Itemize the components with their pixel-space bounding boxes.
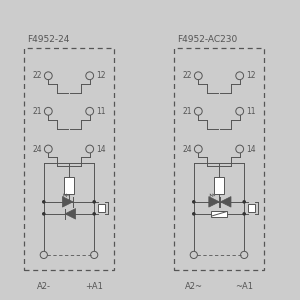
- Polygon shape: [220, 196, 231, 207]
- Circle shape: [86, 72, 94, 80]
- Bar: [24, 48, 114, 270]
- Circle shape: [194, 72, 202, 80]
- Circle shape: [92, 200, 96, 204]
- Text: F4952-24: F4952-24: [27, 34, 69, 43]
- Circle shape: [42, 200, 46, 204]
- Circle shape: [242, 200, 246, 204]
- Circle shape: [91, 251, 98, 259]
- Text: A2-: A2-: [37, 282, 51, 291]
- Text: 12: 12: [246, 71, 256, 80]
- Text: 14: 14: [246, 145, 256, 154]
- Text: F4952-AC230: F4952-AC230: [177, 34, 237, 43]
- Circle shape: [44, 145, 52, 153]
- Bar: [98, 204, 105, 212]
- Circle shape: [236, 145, 244, 153]
- Text: 12: 12: [96, 71, 106, 80]
- Text: 24: 24: [32, 145, 42, 154]
- Text: 21: 21: [182, 107, 192, 116]
- Text: 22: 22: [32, 71, 42, 80]
- Text: +A1: +A1: [85, 282, 103, 291]
- Polygon shape: [209, 196, 219, 207]
- Text: 22: 22: [182, 71, 192, 80]
- Circle shape: [92, 212, 96, 216]
- Circle shape: [190, 251, 197, 259]
- Circle shape: [242, 212, 246, 216]
- Circle shape: [86, 145, 94, 153]
- Circle shape: [42, 212, 46, 216]
- Circle shape: [192, 200, 196, 204]
- Circle shape: [44, 72, 52, 80]
- Circle shape: [241, 251, 248, 259]
- Bar: [248, 204, 255, 212]
- Polygon shape: [65, 208, 76, 219]
- Bar: [211, 211, 227, 217]
- Text: 14: 14: [96, 145, 106, 154]
- Circle shape: [44, 107, 52, 115]
- Circle shape: [236, 107, 244, 115]
- Circle shape: [192, 212, 196, 216]
- Circle shape: [194, 107, 202, 115]
- Text: 11: 11: [96, 107, 106, 116]
- Text: 24: 24: [182, 145, 192, 154]
- Text: 21: 21: [32, 107, 42, 116]
- Text: ~A1: ~A1: [235, 282, 253, 291]
- Circle shape: [236, 72, 244, 80]
- Circle shape: [40, 251, 47, 259]
- Bar: [214, 177, 224, 194]
- Text: 11: 11: [246, 107, 256, 116]
- Polygon shape: [62, 196, 73, 207]
- Text: A2~: A2~: [185, 282, 203, 291]
- Bar: [64, 177, 74, 194]
- Circle shape: [194, 145, 202, 153]
- Bar: [174, 48, 264, 270]
- Circle shape: [86, 107, 94, 115]
